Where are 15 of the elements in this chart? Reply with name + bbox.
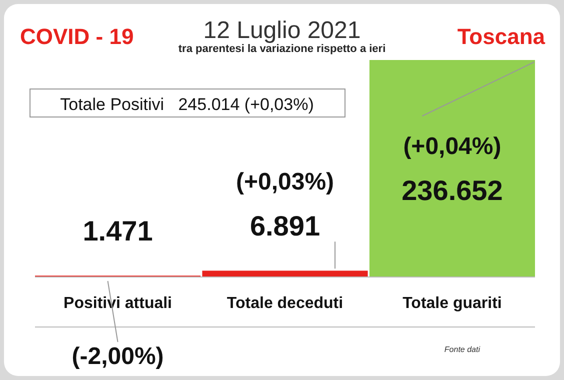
x-tick-label: Totale deceduti — [226, 295, 344, 312]
annotation: (+0,04%) — [403, 133, 502, 160]
text: Toscana — [457, 24, 546, 49]
annotation: Totale Positivi 245.014 (+0,03%) — [60, 95, 314, 114]
data-label: 1.471 — [82, 216, 153, 247]
annotation: (+0,03%) — [236, 168, 334, 196]
data-label: 6.891 — [250, 210, 320, 242]
x-tick-label: Positivi attuali — [64, 295, 172, 312]
text: COVID - 19 — [20, 24, 134, 49]
source-note: Fonte dati — [444, 345, 480, 354]
chart-title: 12 Luglio 2021 — [203, 17, 361, 44]
text: (-2,00%) — [72, 343, 164, 370]
chart-subtitle: tra parentesi la variazione rispetto a ieri — [178, 43, 386, 55]
data-label: 236.652 — [402, 175, 503, 206]
x-tick-label: Totale guariti — [402, 295, 502, 312]
